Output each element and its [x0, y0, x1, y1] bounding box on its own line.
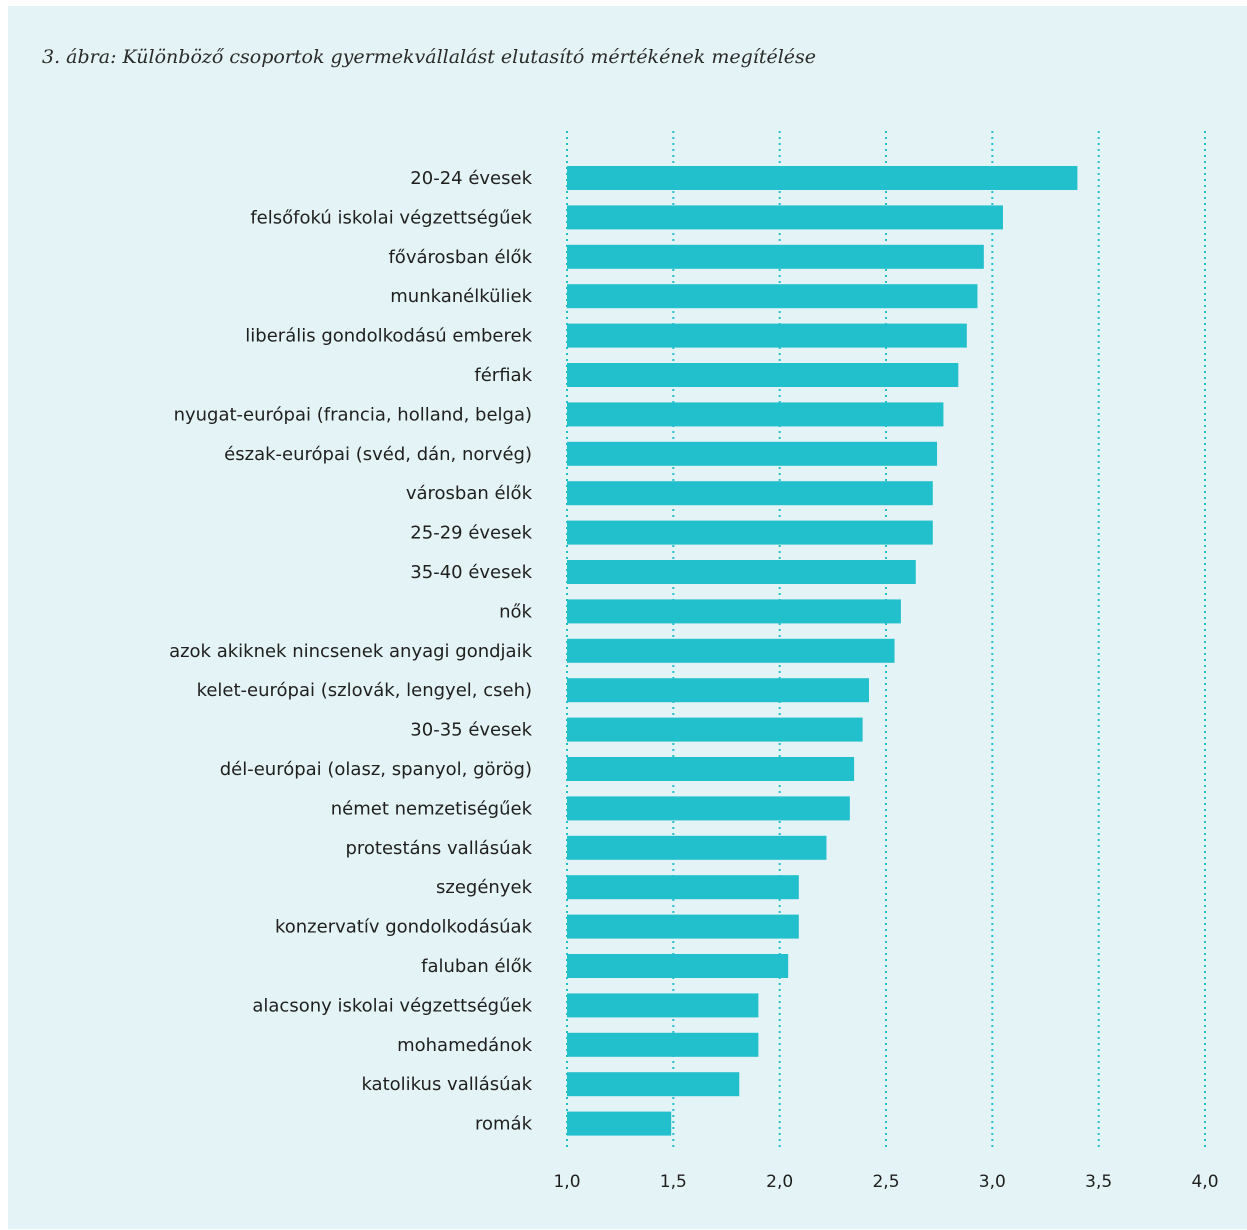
bar	[567, 441, 938, 466]
chart-title: 3. ábra: Különböző csoportok gyermekváll…	[42, 46, 817, 68]
bar	[567, 954, 789, 978]
category-label: liberális gondolkodású emberek	[245, 326, 532, 347]
category-label: protestáns vallásúak	[345, 838, 532, 859]
category-label: városban élők	[406, 483, 533, 504]
bar	[567, 678, 869, 703]
bar	[567, 717, 863, 742]
category-label: katolikus vallásúak	[361, 1074, 532, 1095]
x-tick-label: 1,5	[660, 1172, 687, 1192]
category-label: azok akiknek nincsenek anyagi gondjaik	[169, 641, 533, 662]
category-label: 20-24 évesek	[410, 168, 532, 189]
bar	[567, 323, 967, 348]
bar	[567, 757, 855, 781]
category-label: konzervatív gondolkodásúak	[275, 917, 533, 938]
category-label: 30-35 évesek	[410, 720, 532, 741]
bar	[567, 835, 827, 860]
bar	[567, 1032, 759, 1057]
bar	[567, 993, 759, 1018]
bar	[567, 244, 984, 269]
bar	[567, 875, 799, 900]
category-label: dél-európai (olasz, spanyol, görög)	[220, 759, 532, 780]
bar	[567, 914, 799, 939]
x-tick-label: 2,5	[872, 1172, 899, 1192]
category-label: német nemzetiségűek	[331, 798, 533, 819]
bar	[567, 166, 1078, 190]
bar	[567, 481, 933, 506]
category-label: kelet-európai (szlovák, lengyel, cseh)	[197, 680, 532, 701]
category-label: férfiak	[474, 365, 532, 386]
bar	[567, 1111, 672, 1136]
category-label: szegények	[436, 877, 533, 898]
category-label: mohamedánok	[397, 1035, 532, 1056]
category-label: faluban élők	[421, 956, 532, 977]
category-label: munkanélküliek	[390, 286, 532, 307]
category-label: fővárosban élők	[388, 247, 532, 268]
category-label: nők	[499, 601, 532, 622]
bar	[567, 638, 895, 663]
category-label: észak-európai (svéd, dán, norvég)	[224, 444, 532, 465]
bar	[567, 599, 901, 624]
category-label: alacsony iskolai végzettségűek	[252, 995, 532, 1016]
x-tick-label: 2,0	[766, 1172, 793, 1192]
bar	[567, 1072, 740, 1097]
category-label: 35-40 évesek	[410, 562, 532, 583]
category-label: 25-29 évesek	[410, 523, 532, 544]
x-tick-label: 3,0	[979, 1172, 1006, 1192]
category-label: felsőfokú iskolai végzettségűek	[250, 207, 532, 228]
bar	[567, 796, 850, 821]
category-label: nyugat-európai (francia, holland, belga)	[174, 404, 532, 425]
x-tick-label: 4,0	[1191, 1172, 1218, 1192]
category-label: romák	[475, 1114, 533, 1135]
bar	[567, 520, 933, 545]
bar	[567, 284, 978, 309]
bar	[567, 363, 959, 387]
x-tick-label: 3,5	[1085, 1172, 1112, 1192]
bar	[567, 205, 1003, 230]
bar	[567, 560, 916, 584]
x-tick-label: 1,0	[553, 1172, 580, 1192]
bar	[567, 402, 944, 427]
